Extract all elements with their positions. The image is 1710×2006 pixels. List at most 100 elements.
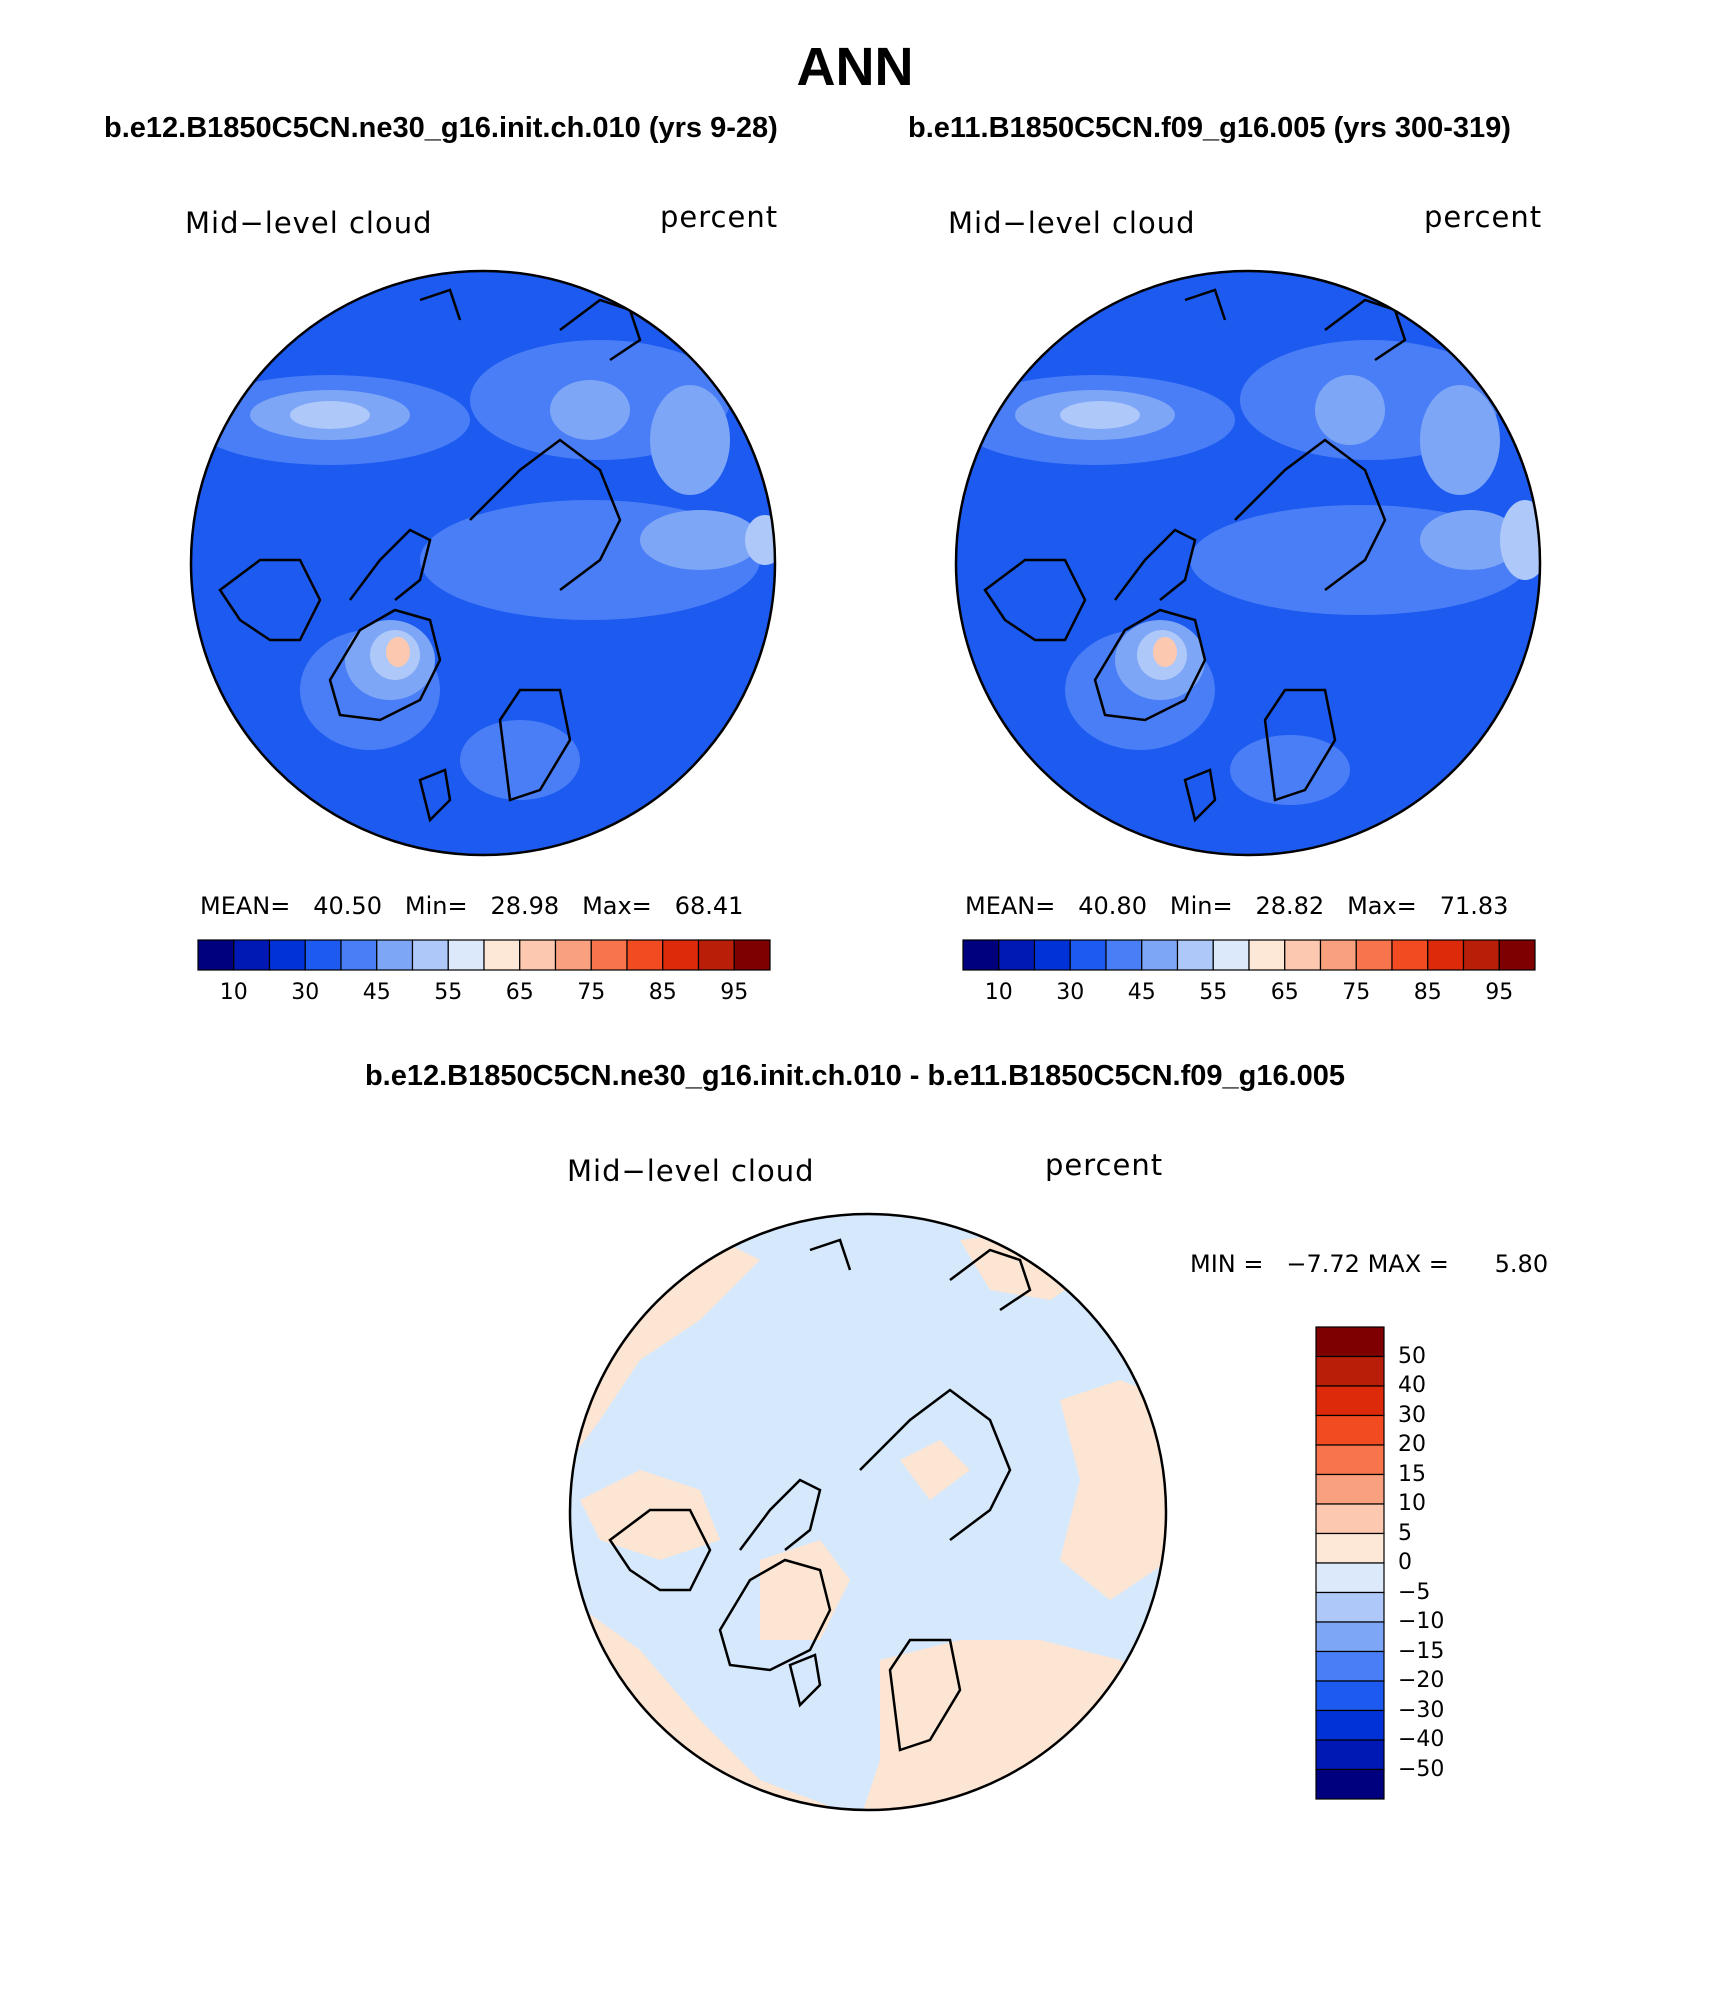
colorbar-tick-label: 10 [984, 980, 1013, 1005]
top-right-field-label: Mid−level cloud [948, 206, 1196, 240]
colorbar-swatch [1315, 1562, 1385, 1594]
colorbar-swatch [1033, 939, 1071, 971]
colorbar-swatch [197, 939, 235, 971]
colorbar-tick-label: 30 [291, 980, 320, 1005]
colorbar-swatch [233, 939, 271, 971]
colorbar-tick-label: 75 [577, 980, 606, 1005]
mean-value: 40.80 [1078, 892, 1147, 920]
colorbar-swatch [1248, 939, 1286, 971]
colorbar-swatch [1319, 939, 1357, 971]
colorbar-swatch [1315, 1414, 1385, 1446]
min-value: 28.98 [490, 892, 560, 920]
colorbar-swatch [1315, 1621, 1385, 1653]
mean-label: MEAN= [200, 892, 291, 920]
colorbar-swatch [1315, 1532, 1385, 1564]
colorbar-swatch [1315, 1444, 1385, 1476]
colorbar-tick-label: 30 [1056, 980, 1085, 1005]
colorbar-swatch [1105, 939, 1143, 971]
colorbar-swatch [998, 939, 1036, 971]
colorbar-tick-label: −5 [1398, 1579, 1431, 1605]
colorbar-tick-label: 55 [1199, 980, 1228, 1005]
colorbar-swatch [1315, 1739, 1385, 1771]
colorbar-swatch [1315, 1355, 1385, 1387]
colorbar-tick-label: 95 [1485, 980, 1514, 1005]
colorbar-swatch [1315, 1473, 1385, 1505]
colorbar-swatch [1315, 1650, 1385, 1682]
max-label: MAX = [1367, 1250, 1449, 1278]
difference-colorbar [1315, 1326, 1385, 1800]
colorbar-swatch [268, 939, 306, 971]
difference-field-label: Mid−level cloud [567, 1154, 815, 1188]
top-left-stats: MEAN= 40.50 Min= 28.98 Max= 68.41 [200, 892, 743, 920]
colorbar-tick-label: 85 [648, 980, 677, 1005]
colorbar-swatch [590, 939, 628, 971]
colorbar-swatch [962, 939, 1000, 971]
colorbar-swatch [1315, 1591, 1385, 1623]
colorbar-swatch [1212, 939, 1250, 971]
colorbar-swatch [1498, 939, 1536, 971]
colorbar-swatch [697, 939, 735, 971]
colorbar-tick-label: −10 [1398, 1609, 1445, 1634]
colorbar-swatch [1427, 939, 1465, 971]
colorbar-swatch [1315, 1385, 1385, 1417]
colorbar-swatch [1355, 939, 1393, 971]
top-left-case-title: b.e12.B1850C5CN.ne30_g16.init.ch.010 (yr… [104, 112, 778, 144]
colorbar-tick-label: 65 [1270, 980, 1299, 1005]
colorbar-tick-label: 55 [434, 980, 463, 1005]
colorbar-swatch [1069, 939, 1107, 971]
colorbar-tick-label: 10 [219, 980, 248, 1005]
colorbar-tick-label: 85 [1413, 980, 1442, 1005]
colorbar-tick-label: −50 [1398, 1756, 1445, 1782]
colorbar-tick-label: 95 [720, 980, 749, 1005]
min-label: Min= [1169, 892, 1233, 920]
colorbar-tick-label: −30 [1398, 1697, 1445, 1723]
colorbar-swatch [1315, 1709, 1385, 1741]
colorbar-swatch [733, 939, 771, 971]
max-value: 71.83 [1439, 892, 1509, 920]
colorbar-swatch [1315, 1680, 1385, 1712]
colorbar-tick-label: 40 [1398, 1373, 1426, 1398]
colorbar-swatch [304, 939, 342, 971]
min-value: 28.82 [1255, 892, 1325, 920]
colorbar-swatch [1315, 1326, 1385, 1358]
colorbar-tick-label: −15 [1398, 1638, 1445, 1664]
colorbar-tick-label: 20 [1398, 1432, 1426, 1457]
colorbar-tick-label: −20 [1398, 1668, 1445, 1693]
colorbar-tick-label: 0 [1398, 1550, 1412, 1575]
mean-label: MEAN= [965, 892, 1056, 920]
colorbar-swatch [662, 939, 700, 971]
mean-value: 40.50 [313, 892, 382, 920]
max-label: Max= [1347, 892, 1417, 920]
difference-units-label: percent [1045, 1148, 1164, 1182]
colorbar-swatch [483, 939, 521, 971]
colorbar-tick-label: 45 [362, 980, 391, 1005]
season-title: ANN [796, 37, 914, 97]
colorbar-swatch [1391, 939, 1429, 971]
colorbar-swatch [1315, 1503, 1385, 1535]
max-label: Max= [582, 892, 652, 920]
min-label: Min= [404, 892, 468, 920]
top-right-stats: MEAN= 40.80 Min= 28.82 Max= 71.83 [965, 892, 1508, 920]
top-right-units-label: percent [1424, 200, 1543, 234]
colorbar-swatch [1315, 1768, 1385, 1800]
top-left-colorbar [197, 939, 771, 971]
colorbar-tick-label: 30 [1398, 1402, 1426, 1428]
colorbar-tick-label: 45 [1127, 980, 1156, 1005]
top-left-units-label: percent [660, 200, 779, 234]
colorbar-tick-label: 15 [1398, 1461, 1426, 1487]
colorbar-swatch [1176, 939, 1214, 971]
min-value: −7.72 [1286, 1250, 1360, 1278]
colorbar-swatch [447, 939, 485, 971]
colorbar-swatch [1462, 939, 1500, 971]
top-right-case-title: b.e11.B1850C5CN.f09_g16.005 (yrs 300-319… [908, 112, 1511, 144]
colorbar-swatch [554, 939, 592, 971]
colorbar-swatch [1284, 939, 1322, 971]
colorbar-tick-label: 50 [1398, 1343, 1426, 1369]
colorbar-tick-label: 10 [1398, 1491, 1426, 1516]
colorbar-tick-label: 65 [505, 980, 534, 1005]
max-value: 68.41 [674, 892, 744, 920]
colorbar-tick-label: 75 [1342, 980, 1371, 1005]
colorbar-swatch [376, 939, 414, 971]
colorbar-swatch [340, 939, 378, 971]
